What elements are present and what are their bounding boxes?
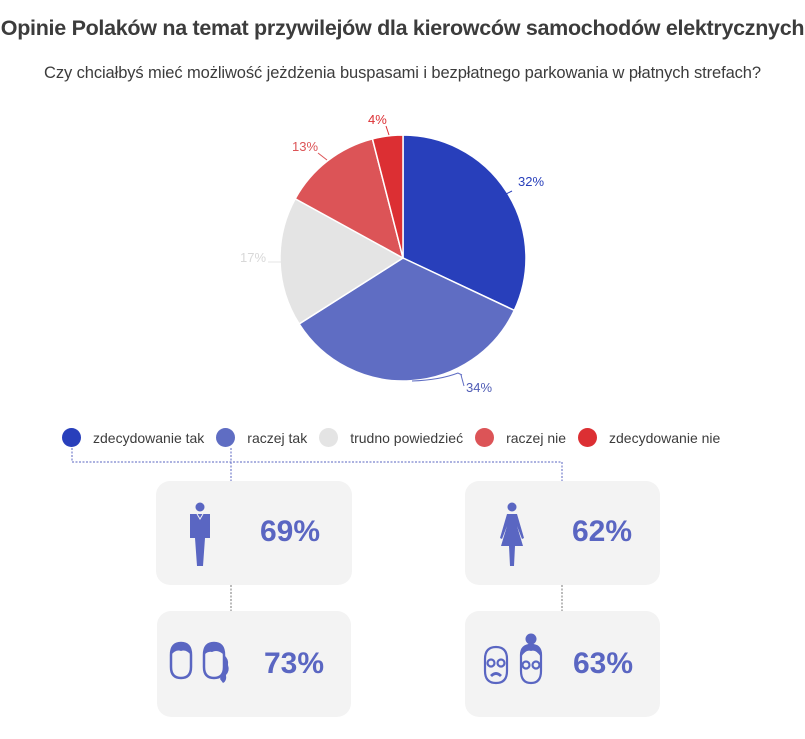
legend-dot-icon: [319, 428, 339, 447]
card-elderly: 63%: [465, 611, 660, 717]
legend-label: zdecydowanie nie: [609, 429, 721, 446]
pie-label: 34%: [466, 380, 492, 395]
legend-item-trudno-powiedziec: trudno powiedzieć: [319, 428, 463, 447]
chart-title: Opinie Polaków na temat przywilejów dla …: [0, 16, 805, 40]
young-percentage: 73%: [264, 647, 325, 680]
pie-chart: 32% 34% 17% 13% 4%: [240, 112, 544, 395]
legend-label: zdecydowanie tak: [93, 429, 205, 446]
legend-item-zdecydowanie-tak: zdecydowanie tak: [62, 428, 204, 447]
legend-item-raczej-nie: raczej nie: [475, 428, 566, 447]
legend-label: raczej tak: [247, 429, 308, 446]
legend-item-raczej-tak: raczej tak: [216, 428, 307, 447]
men-percentage: 69%: [260, 515, 321, 548]
women-percentage: 62%: [572, 515, 633, 548]
legend-dot-icon: [216, 428, 236, 447]
legend-dot-icon: [578, 428, 597, 447]
pie-labels: 32% 34% 17% 13% 4%: [240, 112, 544, 395]
elderly-people-icon: [483, 633, 543, 685]
card-young: 73%: [157, 611, 351, 717]
card-men: 69%: [156, 481, 352, 585]
pie-slice-raczej-nie: [294, 137, 405, 260]
pie-slice-zdecydowanie-nie: [371, 134, 404, 259]
elderly-percentage: 63%: [573, 647, 634, 680]
chart-subtitle: Czy chciałbyś mieć możliwość jeżdżenia b…: [44, 64, 761, 82]
legend-dot-icon: [62, 428, 81, 447]
pie-label: 13%: [292, 139, 318, 154]
legend-label: trudno powiedzieć: [350, 429, 464, 446]
pie-slice-raczej-tak: [298, 257, 516, 382]
pie-slice-zdecydowanie-tak: [402, 134, 527, 312]
woman-icon: [500, 502, 524, 566]
legend: zdecydowanie tak raczej tak trudno powie…: [62, 428, 732, 447]
pie-label: 32%: [518, 174, 544, 189]
young-people-icon: [169, 641, 229, 683]
legend-item-zdecydowanie-nie: zdecydowanie nie: [578, 428, 720, 447]
man-icon: [190, 502, 210, 566]
legend-label: raczej nie: [506, 429, 566, 446]
card-women: 62%: [465, 481, 660, 585]
pie-label: 17%: [240, 250, 266, 265]
legend-dot-icon: [475, 428, 495, 447]
pie-label: 4%: [368, 112, 387, 127]
